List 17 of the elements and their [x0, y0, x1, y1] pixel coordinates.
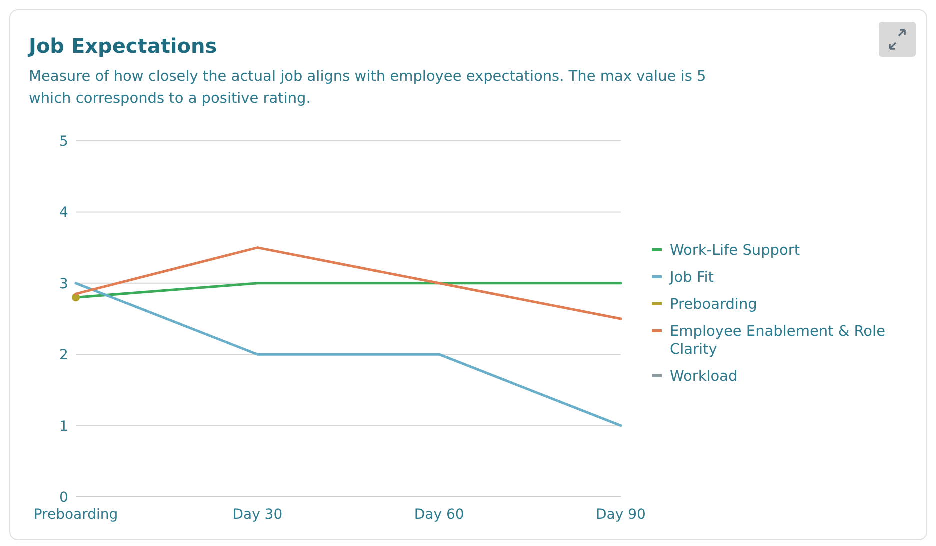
legend-label: Workload: [670, 369, 738, 385]
x-tick-label: Preboarding: [34, 507, 118, 523]
x-tick-label: Day 90: [596, 507, 646, 523]
legend-label: Employee Enablement & Role Clarity: [670, 324, 886, 358]
chart-subtitle: Measure of how closely the actual job aligns with employee expectations. The max value is 5 which corresponds to a positive rating.: [29, 69, 706, 107]
legend-label: Job Fit: [669, 270, 714, 286]
y-tick-label: 0: [60, 490, 68, 506]
y-tick-label: 1: [60, 418, 68, 435]
y-tick-label: 2: [60, 348, 68, 364]
legend-label: Preboarding: [670, 297, 758, 313]
y-tick-label: 4: [60, 205, 69, 222]
y-tick-label: 3: [60, 276, 68, 292]
x-tick-label: Day 30: [232, 507, 283, 523]
y-tick-label: 5: [60, 134, 68, 150]
legend-label: Work-Life Support: [670, 243, 800, 259]
chart-title: Job Expectations: [27, 34, 218, 58]
x-tick-label: Day 60: [414, 507, 464, 523]
